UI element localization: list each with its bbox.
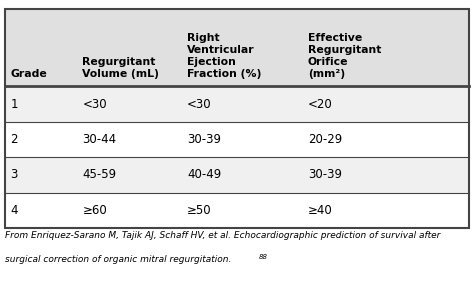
Text: Effective
Regurgitant
Orifice
(mm²): Effective Regurgitant Orifice (mm²) <box>308 33 381 79</box>
Text: 30-44: 30-44 <box>82 133 117 146</box>
Text: 2: 2 <box>10 133 18 146</box>
Bar <box>5 193 469 228</box>
Text: 40-49: 40-49 <box>187 168 221 182</box>
Bar <box>5 9 469 228</box>
Text: <20: <20 <box>308 98 332 111</box>
Text: 88: 88 <box>258 254 267 260</box>
Text: Right
Ventricular
Ejection
Fraction (%): Right Ventricular Ejection Fraction (%) <box>187 33 261 79</box>
Text: 4: 4 <box>10 204 18 217</box>
Bar <box>5 86 469 122</box>
Text: 3: 3 <box>10 168 18 182</box>
Text: surgical correction of organic mitral regurgitation.: surgical correction of organic mitral re… <box>5 255 231 264</box>
Bar <box>5 122 469 157</box>
Text: From Enriquez-Sarano M, Tajik AJ, Schaff HV, et al. Echocardiographic prediction: From Enriquez-Sarano M, Tajik AJ, Schaff… <box>5 231 440 240</box>
Text: 30-39: 30-39 <box>308 168 342 182</box>
Text: 30-39: 30-39 <box>187 133 221 146</box>
Text: ≥40: ≥40 <box>308 204 332 217</box>
Bar <box>5 157 469 193</box>
Text: 20-29: 20-29 <box>308 133 342 146</box>
Text: 1: 1 <box>10 98 18 111</box>
Text: ≥60: ≥60 <box>82 204 107 217</box>
Text: Grade: Grade <box>10 69 47 79</box>
Text: 45-59: 45-59 <box>82 168 117 182</box>
Bar <box>5 9 469 86</box>
Text: Regurgitant
Volume (mL): Regurgitant Volume (mL) <box>82 57 159 79</box>
Text: <30: <30 <box>187 98 211 111</box>
Text: ≥50: ≥50 <box>187 204 211 217</box>
Text: <30: <30 <box>82 98 107 111</box>
